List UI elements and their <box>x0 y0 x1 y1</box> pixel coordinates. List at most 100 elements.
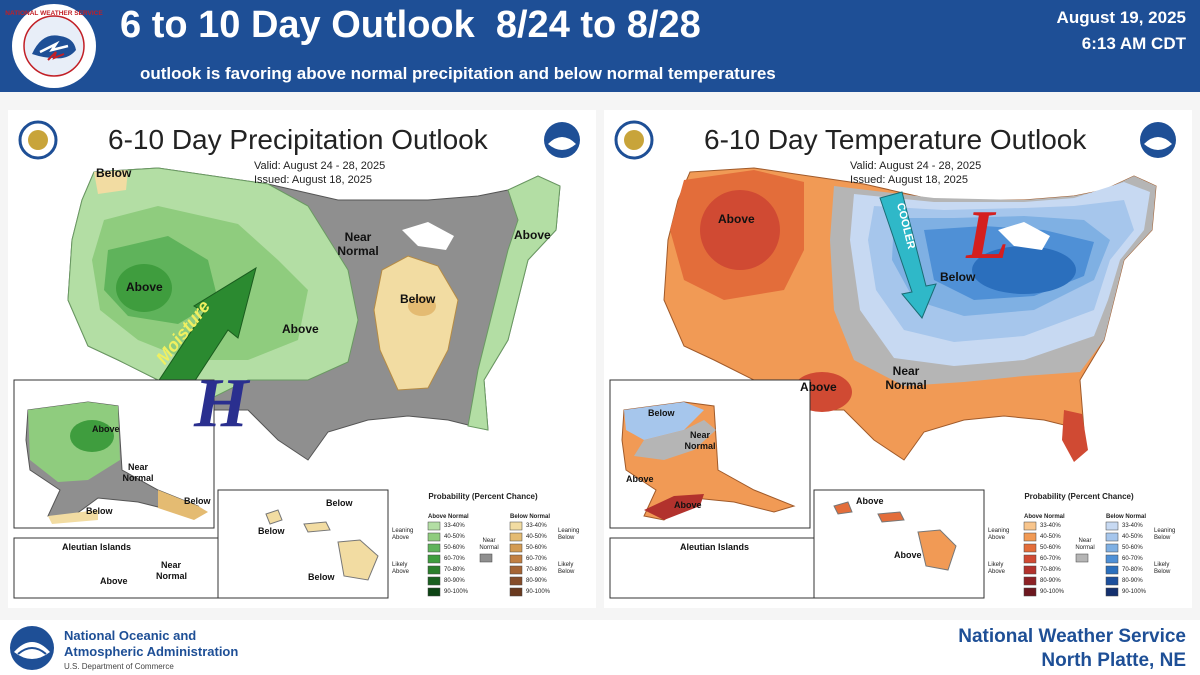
legend-range-below: 50-60% <box>1122 545 1143 551</box>
legend-swatch-below <box>509 587 523 597</box>
legend-swatch-above <box>427 554 441 564</box>
aleutian-label-above: Above <box>100 576 128 586</box>
legend-swatch-above <box>1023 532 1037 542</box>
temp-hawaii-label-2: Above <box>894 550 922 560</box>
legend-swatch-above <box>1023 565 1037 575</box>
precip-label-above-plains: Above <box>282 322 319 336</box>
temp-map-graphic <box>609 120 1176 599</box>
temp-legend-above-header: Above Normal <box>1024 514 1065 520</box>
legend-swatch-above <box>1023 576 1037 586</box>
precipitation-outlook-map: 6-10 Day Precipitation Outlook Valid: Au… <box>8 110 596 608</box>
legend-range-below: 40-50% <box>1122 534 1143 540</box>
legend-range-above: 70-80% <box>444 567 465 573</box>
nws-office-name: National Weather Service <box>958 626 1186 647</box>
legend-swatch-above <box>1023 521 1037 531</box>
legend-swatch-below <box>509 532 523 542</box>
precip-label-above-east: Above <box>514 228 551 242</box>
precip-map-title: 6-10 Day Precipitation Outlook <box>108 124 488 155</box>
legend-swatch-below <box>1105 565 1119 575</box>
legend-swatch-below <box>509 554 523 564</box>
legend-swatch-below <box>1105 576 1119 586</box>
temp-alaska-label-above: Above <box>626 474 654 484</box>
precip-label-near-normal: Near Normal <box>337 230 379 258</box>
temp-alaska-label-below: Below <box>648 408 675 418</box>
legend-swatch-above <box>427 532 441 542</box>
precip-map-graphic <box>13 120 580 599</box>
legend-range-below: 90-100% <box>526 589 551 595</box>
precip-issued-date: Issued: August 18, 2025 <box>254 174 373 186</box>
precip-legend-below-header: Below Normal <box>510 514 551 520</box>
legend-range-below: 40-50% <box>526 534 547 540</box>
temp-legend-leaning-below: Leaning Below <box>1154 528 1176 541</box>
legend-range-below: 60-70% <box>1122 556 1143 562</box>
hawaii-label-1: Below <box>326 498 353 508</box>
legend-range-below: 60-70% <box>526 556 547 562</box>
near-normal-swatch <box>1075 553 1089 563</box>
near-normal-swatch <box>479 553 493 563</box>
precip-legend-likely-above: Likely Above <box>392 562 410 575</box>
legend-range-below: 33-40% <box>1122 523 1143 529</box>
alaska-label-above: Above <box>92 424 120 434</box>
temp-label-below-ne: Below <box>940 270 976 284</box>
legend-range-below: 33-40% <box>526 523 547 529</box>
header-banner: NATIONAL WEATHER SERVICE 6 to 10 Day Out… <box>0 0 1200 92</box>
temp-alaska-label-near-normal: Near Normal <box>684 430 716 451</box>
footer-bar: National Oceanic and Atmospheric Adminis… <box>0 620 1200 675</box>
noaa-name-line2: Atmospheric Administration <box>64 644 239 659</box>
legend-swatch-below <box>1105 543 1119 553</box>
temp-legend-below-header: Below Normal <box>1106 514 1147 520</box>
temp-issued-date: Issued: August 18, 2025 <box>850 174 969 186</box>
aleutian-label-near: Near Normal <box>156 560 188 581</box>
precip-label-below-midwest: Below <box>400 292 436 306</box>
legend-range-below: 80-90% <box>526 578 547 584</box>
legend-swatch-below <box>509 576 523 586</box>
legend-range-above: 60-70% <box>444 556 465 562</box>
hawaii-label-3: Below <box>308 572 335 582</box>
legend-swatch-below <box>509 521 523 531</box>
temp-alaska-label-above-s: Above <box>674 500 702 510</box>
legend-swatch-above <box>427 565 441 575</box>
temp-legend-title: Probability (Percent Chance) <box>1024 492 1134 501</box>
high-pressure-symbol: H <box>194 365 249 442</box>
temp-label-above-nw: Above <box>718 212 755 226</box>
legend-range-above: 90-100% <box>1040 589 1065 595</box>
aleutian-label: Aleutian Islands <box>62 542 132 552</box>
precip-legend-title: Probability (Percent Chance) <box>428 492 538 501</box>
legend-swatch-above <box>1023 543 1037 553</box>
precip-label-above-west: Above <box>126 280 163 294</box>
legend-range-above: 90-100% <box>444 589 469 595</box>
temp-legend-leaning-above: Leaning Above <box>988 528 1010 541</box>
noaa-logo-icon <box>10 626 54 670</box>
legend-swatch-above <box>427 521 441 531</box>
precip-legend-leaning-above: Leaning Above <box>392 528 414 541</box>
legend-range-above: 60-70% <box>1040 556 1061 562</box>
page-title: 6 to 10 Day Outlook 8/24 to 8/28 <box>120 4 701 46</box>
legend-range-below: 90-100% <box>1122 589 1147 595</box>
legend-range-above: 70-80% <box>1040 567 1061 573</box>
temp-label-near-normal: Near Normal <box>885 364 927 392</box>
legend-swatch-above <box>427 587 441 597</box>
content-area: 6-10 Day Precipitation Outlook Valid: Au… <box>0 92 1200 620</box>
temp-legend-likely-below: Likely Below <box>1154 562 1171 575</box>
precip-legend-leaning-below: Leaning Below <box>558 528 580 541</box>
precip-valid-dates: Valid: August 24 - 28, 2025 <box>254 160 386 172</box>
hawaii-label-2: Below <box>258 526 285 536</box>
legend-swatch-below <box>509 565 523 575</box>
temp-legend-likely-above: Likely Above <box>988 562 1006 575</box>
temp-map-title: 6-10 Day Temperature Outlook <box>704 124 1087 155</box>
low-pressure-symbol: L <box>966 197 1009 274</box>
precip-legend-above-header: Above Normal <box>428 514 469 520</box>
alaska-label-below-se: Below <box>184 496 211 506</box>
legend-range-above: 80-90% <box>1040 578 1061 584</box>
temp-hawaii-label-1: Above <box>856 496 884 506</box>
legend-swatch-below <box>1105 521 1119 531</box>
page-subtitle: outlook is favoring above normal precipi… <box>140 64 776 83</box>
precip-label-below-nw: Below <box>96 166 132 180</box>
nws-office-location: North Platte, NE <box>1041 650 1186 671</box>
precip-legend-near-normal: Near Normal <box>479 538 499 551</box>
legend-range-above: 33-40% <box>444 523 465 529</box>
legend-range-above: 80-90% <box>444 578 465 584</box>
precip-legend-likely-below: Likely Below <box>558 562 575 575</box>
svg-text:NATIONAL WEATHER SERVICE: NATIONAL WEATHER SERVICE <box>5 10 103 17</box>
noaa-name-line1: National Oceanic and <box>64 628 197 643</box>
